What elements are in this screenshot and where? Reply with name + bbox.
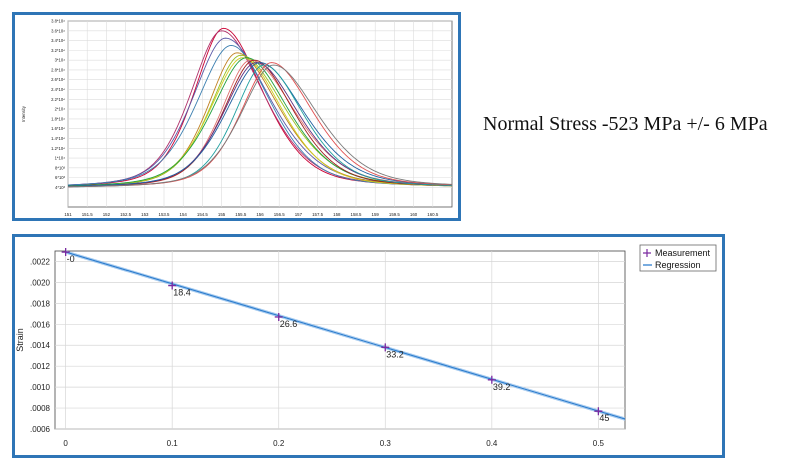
data-label: -0 [67, 254, 75, 264]
y-tick-label: .0008 [30, 404, 51, 413]
confidence-band-upper [65, 250, 626, 419]
x-tick-label: 154 [180, 212, 188, 217]
y-tick-label: .0014 [30, 341, 51, 350]
measurement-point [594, 407, 603, 416]
x-tick-label: 153.5 [159, 212, 171, 217]
y-tick-label: 1.8*10⁴ [51, 116, 65, 121]
x-tick-label: 160 [410, 212, 418, 217]
y-tick-label: 3.4*10⁴ [51, 38, 65, 43]
x-tick-label: 159.5 [389, 212, 401, 217]
x-tick-label: 157.5 [312, 212, 324, 217]
x-tick-label: 0 [63, 439, 68, 448]
y-tick-label: 1.2*10⁴ [51, 146, 65, 151]
data-label: 26.6 [280, 319, 298, 329]
x-tick-label: 0.1 [167, 439, 179, 448]
x-tick-label: 153 [141, 212, 149, 217]
x-tick-label: 0.3 [380, 439, 392, 448]
x-tick-label: 151.5 [82, 212, 94, 217]
x-tick-label: 158 [333, 212, 341, 217]
legend-label-regression: Regression [655, 260, 701, 270]
data-label: 39.2 [493, 382, 511, 392]
x-tick-label: 158.5 [351, 212, 363, 217]
y-tick-label: 2*10⁴ [55, 107, 66, 112]
y-tick-label: 8*10³ [55, 165, 66, 170]
measurement-point [61, 248, 70, 257]
x-tick-label: 0.2 [273, 439, 285, 448]
data-label: 33.2 [386, 349, 404, 359]
x-tick-label: 152 [103, 212, 111, 217]
y-tick-label: .0018 [30, 299, 51, 308]
x-tick-label: 0.4 [486, 439, 498, 448]
y-tick-label: 6*10³ [55, 175, 66, 180]
normal-stress-annotation: Normal Stress -523 MPa +/- 6 MPa [483, 113, 768, 135]
x-tick-label: 0.5 [593, 439, 605, 448]
y-tick-label: 1.4*10⁴ [51, 136, 65, 141]
y-tick-label: .0016 [30, 320, 51, 329]
y-tick-label: 1*10⁴ [55, 156, 66, 161]
y-tick-label: 2.2*10⁴ [51, 97, 65, 102]
y-axis-label: Intensity [21, 105, 26, 122]
measurement-point [381, 343, 390, 352]
x-tick-label: 156.5 [274, 212, 286, 217]
y-tick-label: 3.8*10⁴ [51, 19, 65, 24]
x-tick-label: 154.5 [197, 212, 209, 217]
intensity-chart: 4*10³ 6*10³ 8*10³ 1*10⁴ 1.2*10⁴ 1.4*10⁴ 1.6*10… [21, 19, 453, 217]
measurement-point [487, 375, 496, 384]
measurement-point [168, 281, 177, 290]
x-tick-label: 156 [256, 212, 264, 217]
y-tick-label: .0012 [30, 362, 51, 371]
data-label: 18.4 [173, 288, 191, 298]
y-tick-label: 1.6*10⁴ [51, 126, 65, 131]
intensity-chart-panel: 4*10³ 6*10³ 8*10³ 1*10⁴ 1.2*10⁴ 1.4*10⁴ 1.6*10… [12, 12, 461, 221]
strain-chart: .0022 .0020 .0018 .0016 .0014 .0012 .0010 .0008… [15, 244, 717, 448]
y-tick-label: .0020 [30, 278, 51, 287]
x-tick-label: 155 [218, 212, 226, 217]
intensity-series-line [67, 62, 453, 187]
x-tick-label: 157 [295, 212, 303, 217]
y-tick-label: .0006 [30, 425, 51, 434]
legend-box [639, 244, 717, 272]
y-tick-label: 2.6*10⁴ [51, 77, 65, 82]
y-tick-label: 3.6*10⁴ [51, 28, 65, 33]
y-tick-label: 3.2*10⁴ [51, 48, 65, 53]
x-tick-label: 155.5 [235, 212, 247, 217]
legend-measurement-marker [643, 249, 651, 257]
confidence-band-lower [65, 252, 626, 421]
y-tick-label: 2.8*10⁴ [51, 67, 65, 72]
legend: Measurement Regression [639, 244, 717, 272]
y-tick-label: 2.4*10⁴ [51, 87, 65, 92]
y-tick-label: 4*10³ [55, 185, 66, 190]
y-tick-label: 3*10⁴ [55, 58, 66, 63]
y-tick-label: .0010 [30, 383, 51, 392]
x-tick-label: 152.5 [120, 212, 132, 217]
y-axis-label: Strain [15, 328, 25, 352]
legend-label-measurement: Measurement [655, 248, 711, 258]
regression-line [65, 251, 626, 420]
y-tick-label: .0022 [30, 257, 51, 266]
intensity-series-line [67, 64, 453, 188]
measurement-point [274, 312, 283, 321]
plot-area [54, 250, 626, 430]
data-label: 45 [599, 413, 609, 423]
x-tick-label: 159 [372, 212, 380, 217]
x-tick-label: 160.5 [427, 212, 439, 217]
strain-chart-panel: .0022 .0020 .0018 .0016 .0014 .0012 .0010 .0008… [12, 234, 725, 458]
x-tick-label: 151 [64, 212, 72, 217]
